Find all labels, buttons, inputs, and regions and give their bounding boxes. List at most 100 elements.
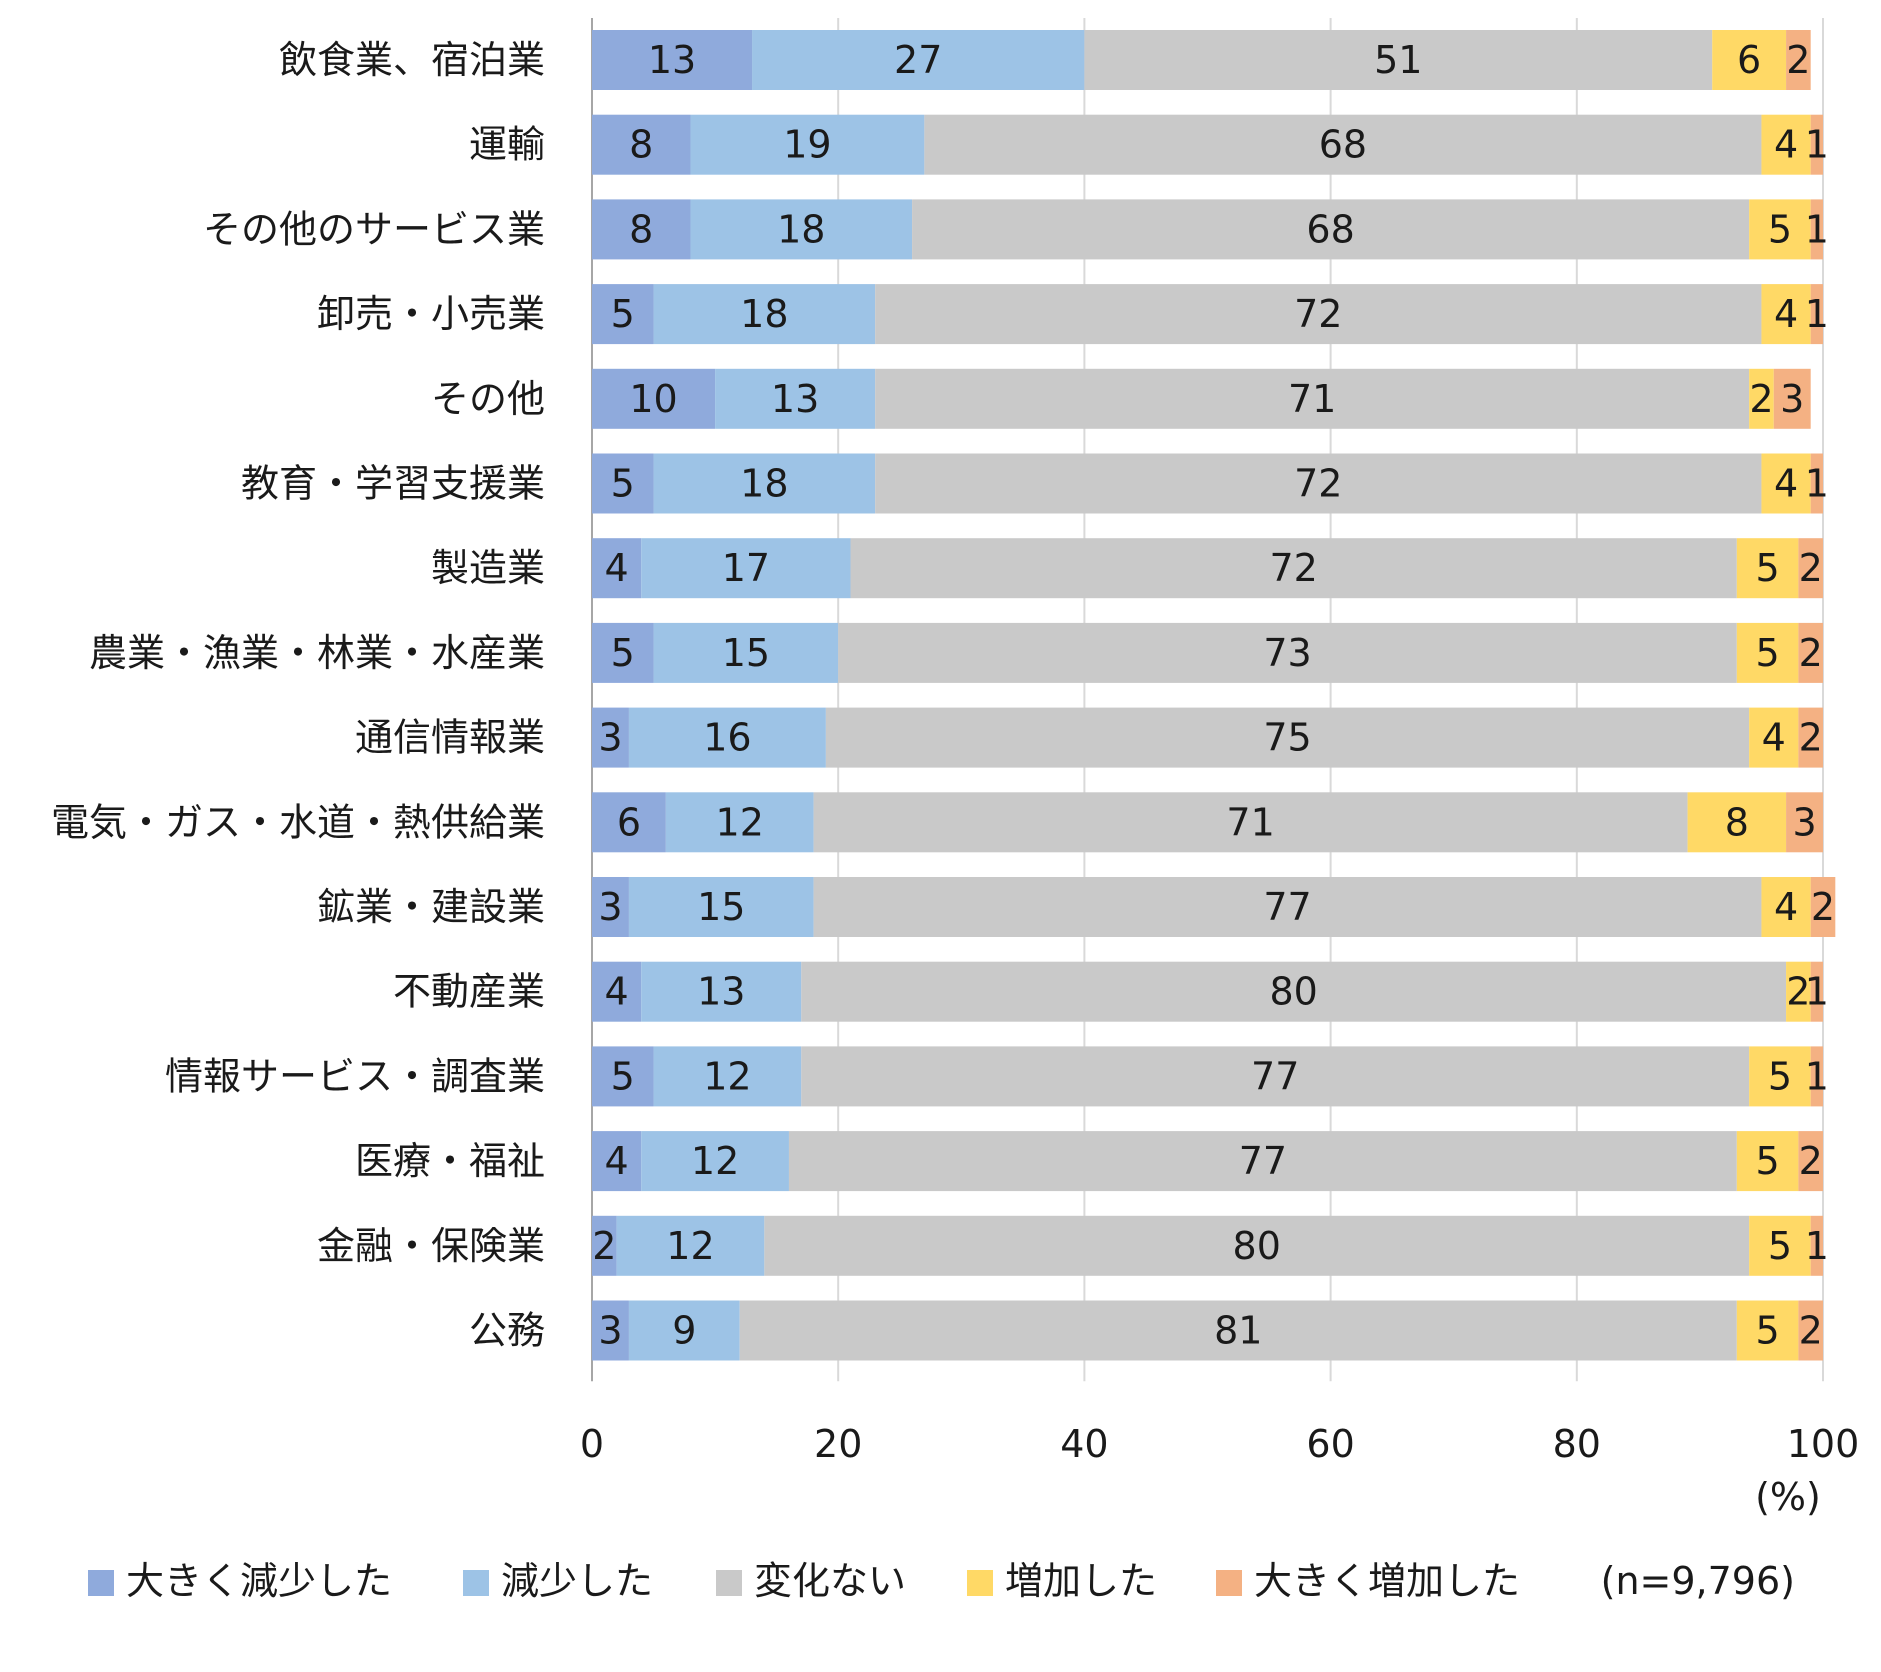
- bar-segment: [875, 284, 1762, 345]
- data-label: 19: [783, 123, 831, 167]
- bar-segment: [616, 1215, 765, 1276]
- bar-segment: [924, 114, 1762, 175]
- bar-segment: [1810, 453, 1823, 514]
- legend-swatch: [88, 1570, 114, 1596]
- data-label: 4: [1762, 716, 1786, 760]
- data-label: 5: [1768, 207, 1792, 251]
- data-label: 1: [1805, 970, 1829, 1014]
- bar-segment: [690, 199, 913, 260]
- bar-segment: [592, 114, 691, 175]
- bar-segment: [592, 877, 629, 937]
- category-label: 製造業: [431, 546, 545, 590]
- bar-segment: [1786, 961, 1811, 1022]
- bar-segment: [1736, 622, 1799, 683]
- data-label: 71: [1226, 800, 1274, 844]
- data-label: 75: [1263, 716, 1311, 760]
- data-label: 17: [722, 546, 770, 590]
- bar-segment: [592, 1131, 642, 1192]
- data-label: 51: [1374, 38, 1422, 82]
- bar-segment: [1810, 1046, 1823, 1107]
- data-label: 18: [740, 292, 788, 336]
- x-tick-label: 100: [1787, 1422, 1860, 1466]
- data-label: 5: [1756, 546, 1780, 590]
- legend-label: 減少した: [501, 1559, 653, 1603]
- category-label: 教育・学習支援業: [241, 462, 545, 506]
- category-labels: 飲食業、宿泊業運輸その他のサービス業卸売・小売業その他教育・学習支援業製造業農業…: [51, 38, 545, 1353]
- data-label: 1: [1805, 292, 1829, 336]
- data-label: 3: [1792, 800, 1816, 844]
- data-label: 72: [1294, 292, 1342, 336]
- data-label: 2: [1786, 970, 1810, 1014]
- bar-segment: [628, 877, 814, 937]
- bar-segment: [850, 538, 1737, 599]
- category-label: 電気・ガス・水道・熱供給業: [51, 800, 545, 844]
- bar-segment: [592, 284, 654, 345]
- data-label: 68: [1306, 207, 1354, 251]
- bar-segment: [592, 1300, 629, 1361]
- bar-segment: [801, 961, 1787, 1022]
- bar-segment: [875, 368, 1750, 429]
- category-label: 運輸: [469, 123, 545, 167]
- bar-segment: [665, 792, 814, 853]
- bar-segment: [641, 1131, 789, 1192]
- data-label: 6: [617, 800, 641, 844]
- data-label: 2: [1786, 38, 1810, 82]
- bar-segment: [1810, 1215, 1823, 1276]
- bar-segment: [628, 1300, 740, 1361]
- data-label: 2: [1749, 377, 1773, 421]
- bar-segment: [1749, 707, 1799, 768]
- bar-segment: [1761, 284, 1811, 345]
- data-label: 1: [1805, 1224, 1829, 1268]
- category-label: 金融・保険業: [317, 1224, 545, 1268]
- bar-segment: [1786, 792, 1823, 853]
- data-label: 5: [1768, 1224, 1792, 1268]
- bar-segment: [813, 792, 1688, 853]
- data-label: 12: [691, 1139, 739, 1183]
- data-label: 13: [771, 377, 819, 421]
- data-label: 81: [1214, 1309, 1262, 1353]
- data-label: 10: [629, 377, 677, 421]
- data-label: 68: [1319, 123, 1367, 167]
- bar-segment: [801, 1046, 1750, 1107]
- data-label: 1: [1805, 207, 1829, 251]
- data-label: 5: [1768, 1054, 1792, 1098]
- bar-segment: [1798, 538, 1823, 599]
- bar-segment: [592, 30, 753, 90]
- data-label: 9: [672, 1309, 696, 1353]
- legend-label: 増加した: [1005, 1559, 1157, 1603]
- data-label: 1: [1805, 1054, 1829, 1098]
- data-label: 2: [1799, 1139, 1823, 1183]
- bar-segment: [1736, 538, 1799, 599]
- x-tick-label: 60: [1306, 1422, 1354, 1466]
- data-label: 8: [1725, 800, 1749, 844]
- data-label: 15: [722, 631, 770, 675]
- bar-segment: [653, 1046, 802, 1107]
- bar-segment: [739, 1300, 1737, 1361]
- bar-segment: [592, 961, 642, 1022]
- bar-segment: [1773, 368, 1811, 429]
- bar-segment: [752, 30, 1085, 90]
- bar-segment: [592, 792, 666, 853]
- bar-segment: [715, 368, 876, 429]
- bar-segment: [1798, 707, 1823, 768]
- bar-segment: [592, 707, 629, 768]
- bar-segment: [1749, 1046, 1811, 1107]
- category-label: 鉱業・建設業: [317, 885, 545, 929]
- category-label: その他のサービス業: [203, 207, 545, 251]
- data-label: 5: [611, 292, 635, 336]
- bar-segment: [825, 707, 1750, 768]
- bar-segment: [1761, 453, 1811, 514]
- data-label: 2: [1811, 885, 1835, 929]
- bar-segment: [1798, 1131, 1823, 1192]
- bar-segment: [1749, 368, 1774, 429]
- data-label: 13: [697, 970, 745, 1014]
- data-label: 6: [1737, 38, 1761, 82]
- data-label: 4: [605, 970, 629, 1014]
- data-label: 3: [598, 1309, 622, 1353]
- data-label: 5: [1756, 631, 1780, 675]
- category-label: 公務: [469, 1309, 545, 1353]
- data-label: 8: [629, 123, 653, 167]
- bar-segment: [592, 453, 654, 514]
- data-label: 5: [611, 462, 635, 506]
- bar-segment: [912, 199, 1750, 260]
